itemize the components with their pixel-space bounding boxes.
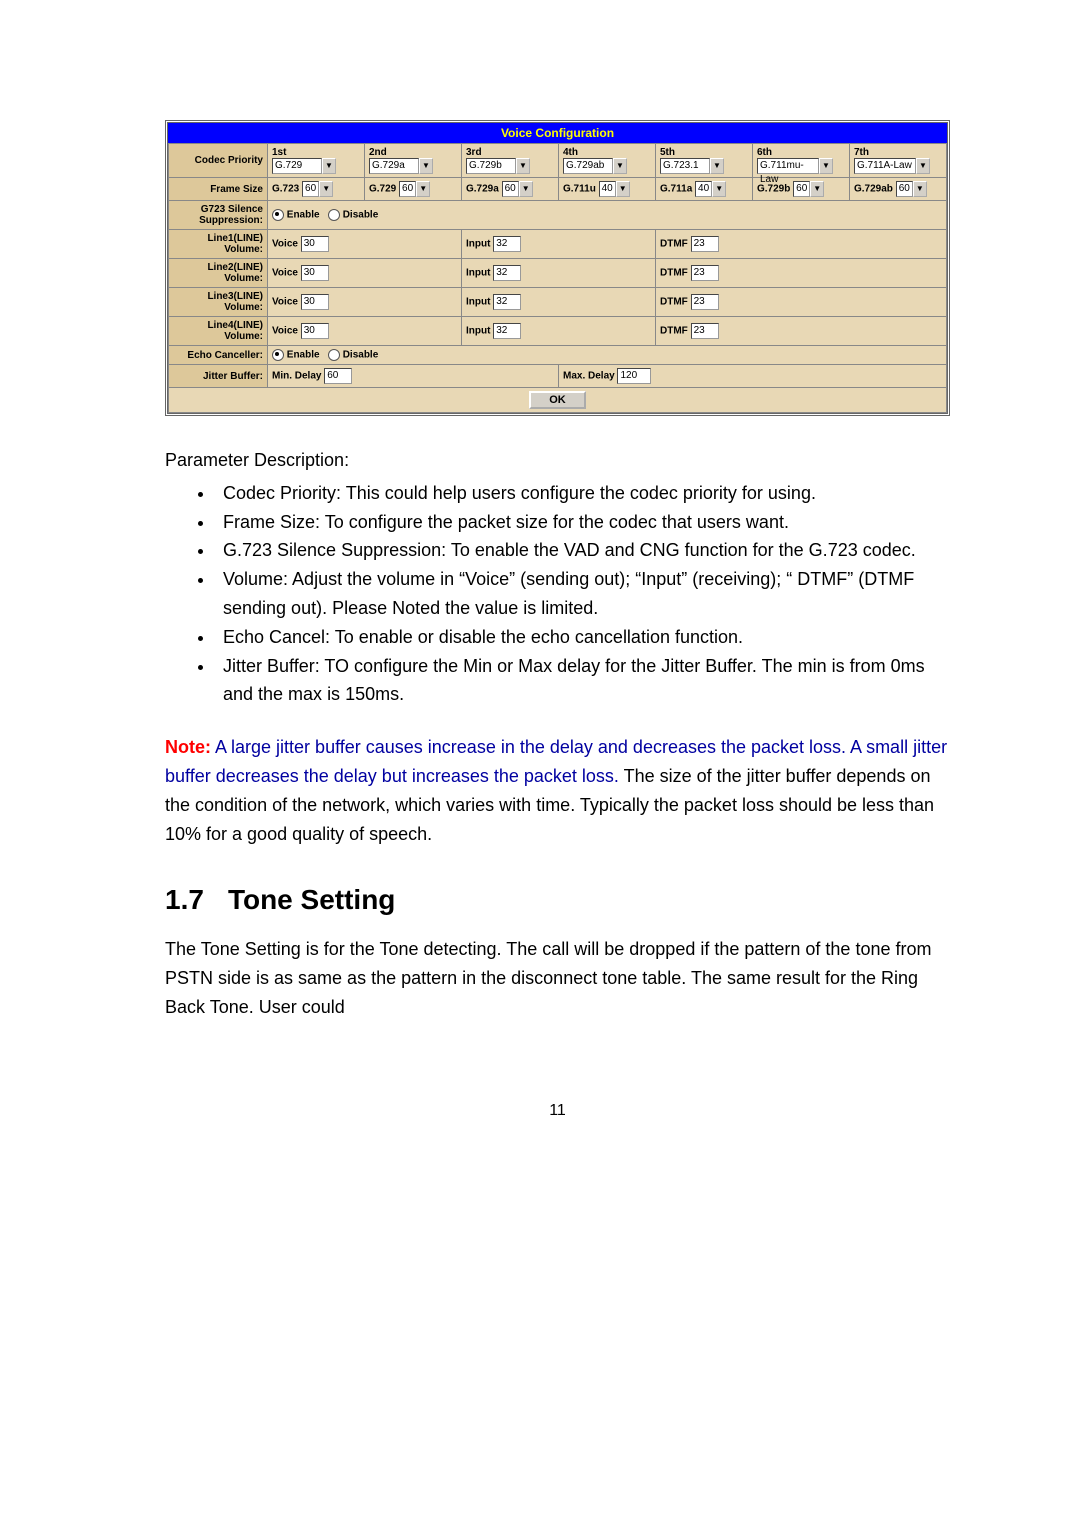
codec-select-5[interactable]: G.723.1 — [660, 158, 710, 174]
g723-suppression-label: G723 Silence Suppression: — [169, 201, 268, 230]
list-item: Echo Cancel: To enable or disable the ec… — [215, 623, 950, 652]
chevron-down-icon[interactable]: ▼ — [419, 158, 433, 174]
chevron-down-icon[interactable]: ▼ — [322, 158, 336, 174]
echo-enable-radio[interactable] — [272, 349, 284, 361]
codec-priority-label: Codec Priority — [169, 144, 268, 178]
list-item: Jitter Buffer: TO configure the Min or M… — [215, 652, 950, 710]
codec-cell-7: 7th G.711A-Law▼ — [850, 144, 947, 178]
frame-select-7[interactable]: 60 — [896, 181, 913, 197]
line4-dtmf-input[interactable]: 23 — [691, 323, 719, 339]
section-heading: 1.7 Tone Setting — [165, 878, 950, 923]
voice-config-table: Codec Priority 1st G.729▼ 2nd G.729a▼ 3r… — [168, 143, 947, 413]
min-delay-input[interactable]: 60 — [324, 368, 352, 384]
chevron-down-icon[interactable]: ▼ — [416, 181, 430, 197]
line2-input-input[interactable]: 32 — [493, 265, 521, 281]
line2-label: Line2(LINE) Volume: — [169, 259, 268, 288]
line1-label: Line1(LINE) Volume: — [169, 230, 268, 259]
echo-canceller-label: Echo Canceller: — [169, 346, 268, 365]
frame-select-1[interactable]: 60 — [302, 181, 319, 197]
chevron-down-icon[interactable]: ▼ — [519, 181, 533, 197]
line2-voice-input[interactable]: 30 — [301, 265, 329, 281]
section-number: 1.7 — [165, 878, 204, 923]
line1-input-input[interactable]: 32 — [493, 236, 521, 252]
chevron-down-icon[interactable]: ▼ — [913, 181, 927, 197]
page-number: 11 — [165, 1102, 950, 1120]
frame-select-2[interactable]: 60 — [399, 181, 416, 197]
codec-cell-5: 5th G.723.1▼ — [656, 144, 753, 178]
g723-enable-radio[interactable] — [272, 209, 284, 221]
frame-cell-3: G.729a 60▼ — [462, 178, 559, 201]
note-paragraph: Note: A large jitter buffer causes incre… — [165, 733, 950, 848]
chevron-down-icon[interactable]: ▼ — [613, 158, 627, 174]
echo-canceller-cell: Enable Disable — [268, 346, 947, 365]
line1-dtmf-input[interactable]: 23 — [691, 236, 719, 252]
line4-input-input[interactable]: 32 — [493, 323, 521, 339]
note-label: Note: — [165, 737, 211, 757]
codec-select-4[interactable]: G.729ab — [563, 158, 613, 174]
frame-cell-6: G.729b 60▼ — [753, 178, 850, 201]
frame-cell-2: G.729 60▼ — [365, 178, 462, 201]
line3-label: Line3(LINE) Volume: — [169, 288, 268, 317]
codec-cell-4: 4th G.729ab▼ — [559, 144, 656, 178]
chevron-down-icon[interactable]: ▼ — [916, 158, 930, 174]
chevron-down-icon[interactable]: ▼ — [319, 181, 333, 197]
chevron-down-icon[interactable]: ▼ — [819, 158, 833, 174]
chevron-down-icon[interactable]: ▼ — [710, 158, 724, 174]
list-item: Volume: Adjust the volume in “Voice” (se… — [215, 565, 950, 623]
frame-cell-4: G.711u 40▼ — [559, 178, 656, 201]
frame-select-6[interactable]: 60 — [793, 181, 810, 197]
frame-cell-5: G.711a 40▼ — [656, 178, 753, 201]
frame-cell-1: G.723 60▼ — [268, 178, 365, 201]
codec-cell-1: 1st G.729▼ — [268, 144, 365, 178]
parameter-description-heading: Parameter Description: — [165, 446, 950, 475]
frame-cell-7: G.729ab 60▼ — [850, 178, 947, 201]
codec-select-6[interactable]: G.711mu-Law — [757, 158, 819, 174]
line4-label: Line4(LINE) Volume: — [169, 317, 268, 346]
voice-config-title: Voice Configuration — [168, 123, 947, 143]
parameter-list: Codec Priority: This could help users co… — [215, 479, 950, 709]
frame-select-3[interactable]: 60 — [502, 181, 519, 197]
codec-select-1[interactable]: G.729 — [272, 158, 322, 174]
chevron-down-icon[interactable]: ▼ — [712, 181, 726, 197]
frame-select-5[interactable]: 40 — [695, 181, 712, 197]
codec-cell-6: 6th G.711mu-Law▼ — [753, 144, 850, 178]
codec-cell-2: 2nd G.729a▼ — [365, 144, 462, 178]
max-delay-input[interactable]: 120 — [617, 368, 651, 384]
echo-disable-radio[interactable] — [328, 349, 340, 361]
line1-voice-input[interactable]: 30 — [301, 236, 329, 252]
list-item: G.723 Silence Suppression: To enable the… — [215, 536, 950, 565]
voice-config-panel: Voice Configuration Codec Priority 1st G… — [165, 120, 950, 416]
chevron-down-icon[interactable]: ▼ — [516, 158, 530, 174]
chevron-down-icon[interactable]: ▼ — [616, 181, 630, 197]
codec-select-3[interactable]: G.729b — [466, 158, 516, 174]
chevron-down-icon[interactable]: ▼ — [810, 181, 824, 197]
frame-size-label: Frame Size — [169, 178, 268, 201]
line3-dtmf-input[interactable]: 23 — [691, 294, 719, 310]
list-item: Codec Priority: This could help users co… — [215, 479, 950, 508]
codec-cell-3: 3rd G.729b▼ — [462, 144, 559, 178]
codec-select-2[interactable]: G.729a — [369, 158, 419, 174]
jitter-buffer-label: Jitter Buffer: — [169, 365, 268, 388]
frame-select-4[interactable]: 40 — [599, 181, 616, 197]
g723-disable-radio[interactable] — [328, 209, 340, 221]
line3-input-input[interactable]: 32 — [493, 294, 521, 310]
list-item: Frame Size: To configure the packet size… — [215, 508, 950, 537]
line4-voice-input[interactable]: 30 — [301, 323, 329, 339]
g723-suppression-cell: Enable Disable — [268, 201, 947, 230]
section-body: The Tone Setting is for the Tone detecti… — [165, 935, 950, 1021]
section-title: Tone Setting — [228, 884, 395, 915]
line3-voice-input[interactable]: 30 — [301, 294, 329, 310]
codec-select-7[interactable]: G.711A-Law — [854, 158, 916, 174]
ok-button[interactable]: OK — [529, 391, 586, 409]
line2-dtmf-input[interactable]: 23 — [691, 265, 719, 281]
